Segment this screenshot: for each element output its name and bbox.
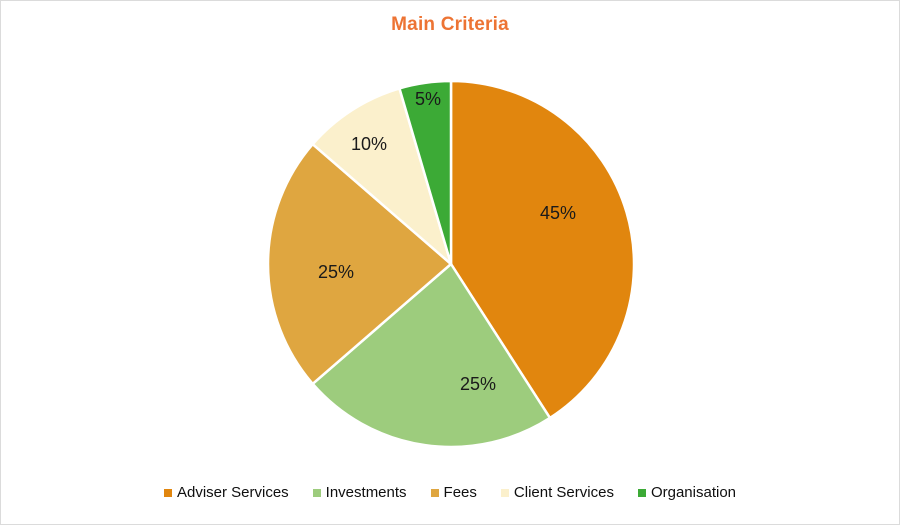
legend-label-client-services: Client Services — [513, 484, 614, 501]
pie-slice-fees — [266, 142, 453, 386]
legend-item-adviser-services: Adviser Services — [163, 484, 289, 501]
slice-label-investments: 25% — [460, 374, 496, 394]
legend-swatch-fees — [430, 488, 439, 497]
slice-label-fees: 25% — [318, 262, 354, 282]
legend-swatch-investments — [312, 488, 321, 497]
legend-swatch-organisation — [637, 488, 646, 497]
legend-label-investments: Investments — [325, 484, 407, 501]
legend-label-fees: Fees — [443, 484, 477, 501]
legend-swatch-client-services — [500, 488, 509, 497]
slice-label-adviser-services: 45% — [540, 203, 576, 223]
legend-item-investments: Investments — [312, 484, 407, 501]
slice-label-client-services: 10% — [351, 134, 387, 154]
legend: Adviser Services Investments Fees Client Se… — [1, 484, 899, 501]
legend-item-fees: Fees — [430, 484, 477, 501]
legend-item-client-services: Client Services — [500, 484, 614, 501]
legend-swatch-adviser-services — [163, 488, 172, 497]
legend-item-organisation: Organisation — [637, 484, 737, 501]
chart-title: Main Criteria — [391, 14, 509, 35]
legend-label-organisation: Organisation — [650, 484, 737, 501]
pie-slice-client-services — [311, 87, 453, 266]
slice-label-organisation: 5% — [415, 89, 441, 109]
pie-slice-investments — [311, 262, 552, 449]
pie-slice-organisation — [398, 79, 453, 266]
legend-label-adviser-services: Adviser Services — [176, 484, 289, 501]
